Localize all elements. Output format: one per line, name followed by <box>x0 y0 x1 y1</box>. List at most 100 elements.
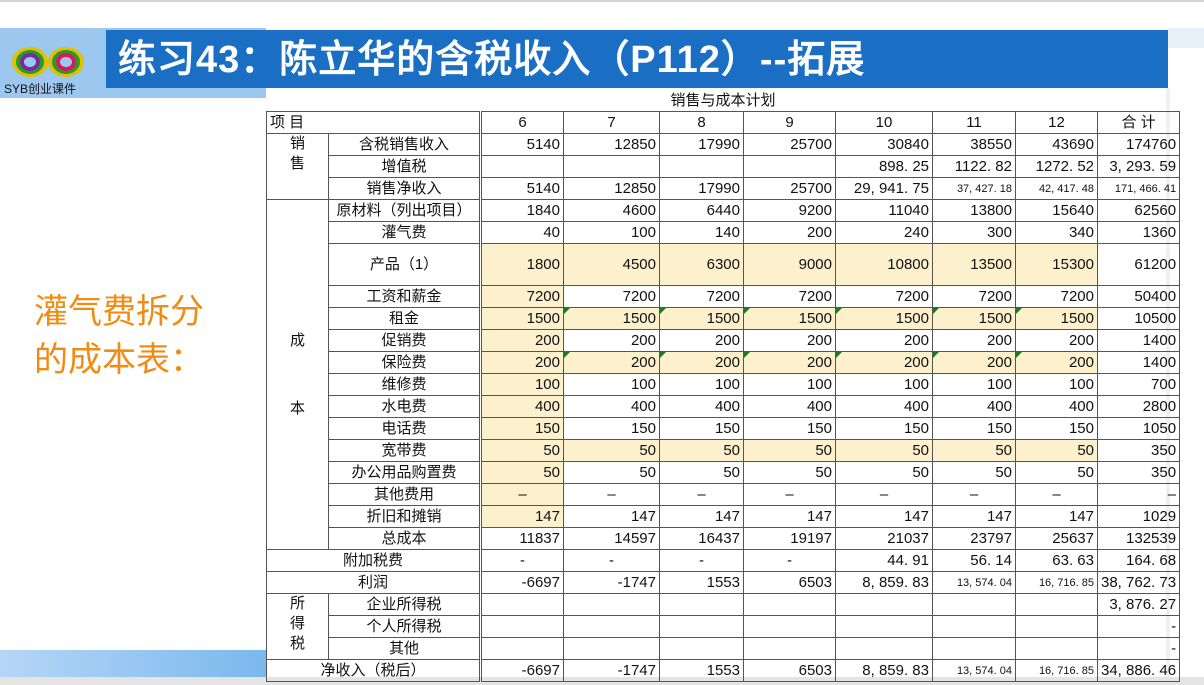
table-cell: 9200 <box>743 199 836 222</box>
table-cell: - <box>480 549 564 572</box>
table-cell: 100 <box>659 373 744 396</box>
table-cell: 300 <box>932 221 1016 244</box>
row-label: 原材料（列出项目） <box>328 199 482 222</box>
table-cell: 1500 <box>563 307 660 330</box>
table-cell: 1500 <box>480 307 564 330</box>
row-label: 促销费 <box>328 329 482 352</box>
table-cell: 400 <box>659 395 744 418</box>
table-cell: 50 <box>932 439 1016 462</box>
table-cell: 1500 <box>835 307 933 330</box>
table-row: 所得税企业所得税 3, 876. 27 <box>266 593 1181 660</box>
table-cell: 12850 <box>563 133 660 156</box>
caption-row: 销售与成本计划 <box>266 90 1180 112</box>
table-cell: 50 <box>743 461 836 484</box>
table-cell: 200 <box>1015 329 1098 352</box>
table-cell: 200 <box>659 329 744 352</box>
table-cell <box>835 615 933 638</box>
table-cell: - <box>563 549 660 572</box>
table-row: 保险费 200 200 200 200 200 200 200 1400 <box>267 351 1181 374</box>
table-cell: 50 <box>1015 461 1098 484</box>
table-cell: 164. 68 <box>1096 549 1181 572</box>
table-cell: 200 <box>932 351 1016 374</box>
table-cell: -6697 <box>480 659 564 682</box>
table-row: 利润 -6697 -1747 1553 6503 8, 859. 83 13, 574. 0… <box>266 571 1181 594</box>
table-cell: 7200 <box>480 285 564 308</box>
table-cell: 15300 <box>1015 243 1098 286</box>
table-cell: 34, 886. 46 <box>1096 659 1181 682</box>
table-cell: 171, 466. 41 <box>1096 177 1181 200</box>
category-cost: 成本 <box>266 199 329 550</box>
table-cell: – <box>743 483 836 506</box>
table-cell: 400 <box>743 395 836 418</box>
table-cell <box>1015 593 1098 616</box>
sales-cost-plan-table: 销售与成本计划项 目 6 7 8 9 10 11 12 合 计销售含税销售收入 5140 12850… <box>266 90 1181 682</box>
table-cell: 1553 <box>659 571 744 594</box>
table-cell: 350 <box>1096 439 1181 462</box>
top-border <box>0 0 1204 2</box>
row-label: 办公用品购置费 <box>328 461 482 484</box>
table-cell: 150 <box>480 417 564 440</box>
table-cell: 200 <box>1015 351 1098 374</box>
side-note-line: 的成本表： <box>34 341 204 379</box>
table-cell: 13800 <box>932 199 1016 222</box>
row-label: 保险费 <box>328 351 482 374</box>
table-cell: – <box>563 483 660 506</box>
table-cell <box>1015 637 1098 660</box>
table-cell: 1840 <box>480 199 564 222</box>
category-char: 成 <box>289 331 305 349</box>
table-cell <box>932 637 1016 660</box>
table-cell: 132539 <box>1096 527 1181 550</box>
table-cell: 6503 <box>743 571 836 594</box>
table-cell: 147 <box>743 505 836 528</box>
page-title: 练习43：陈立华的含税收入（P112）--拓展 <box>106 30 1168 88</box>
table-cell: 50 <box>659 439 744 462</box>
table-cell: 13500 <box>932 243 1016 286</box>
table-cell: 7200 <box>743 285 836 308</box>
table-cell: 15640 <box>1015 199 1098 222</box>
table-cell: 350 <box>1096 461 1181 484</box>
table-cell: 147 <box>563 505 660 528</box>
table-cell: 200 <box>480 351 564 374</box>
table-cell: 50 <box>835 461 933 484</box>
row-label: 水电费 <box>328 395 482 418</box>
table-cell: 1500 <box>659 307 744 330</box>
column-header: 6 <box>480 111 564 134</box>
row-label: 总成本 <box>328 527 482 550</box>
table-cell: 7200 <box>659 285 744 308</box>
table-cell: 150 <box>1015 417 1098 440</box>
table-cell: 16437 <box>659 527 744 550</box>
column-header: 8 <box>659 111 744 134</box>
table-row: 电话费 150 150 150 150 150 150 150 1050 <box>267 417 1181 440</box>
row-label: 附加税费 <box>266 549 482 572</box>
category-char: 得 <box>289 615 305 632</box>
table-cell <box>835 637 933 660</box>
table-cell: 10500 <box>1096 307 1181 330</box>
table-cell: 25700 <box>743 177 836 200</box>
table-cell: 5140 <box>480 177 564 200</box>
table-cell: 7200 <box>1015 285 1098 308</box>
table-cell: 56. 14 <box>932 549 1016 572</box>
table-cell: 200 <box>743 351 836 374</box>
table-row: 促销费 200 200 200 200 200 200 200 1400 <box>267 329 1181 352</box>
table-cell: 200 <box>563 351 660 374</box>
column-header: 12 <box>1015 111 1098 134</box>
table-cell <box>659 155 744 178</box>
category-char: 所 <box>289 595 305 612</box>
row-label: 宽带费 <box>328 439 482 462</box>
table-cell: 100 <box>835 373 933 396</box>
column-header: 10 <box>835 111 933 134</box>
row-label: 工资和薪金 <box>328 285 482 308</box>
side-note: 灌气费拆分 的成本表： <box>34 288 264 384</box>
table-cell <box>563 615 660 638</box>
table-cell: 3, 876. 27 <box>1096 593 1181 616</box>
table-cell: 200 <box>743 329 836 352</box>
table-row: 个人所得税 - <box>267 615 1181 638</box>
table-cell: 147 <box>932 505 1016 528</box>
table-row: 成本原材料（列出项目） 1840 4600 6440 9200 11040 13800 156… <box>266 199 1181 550</box>
table-cell: 7200 <box>835 285 933 308</box>
table-cell: 62560 <box>1096 199 1181 222</box>
table-cell: 42, 417. 48 <box>1015 177 1098 200</box>
table-cell: 16, 716. 85 <box>1015 659 1098 682</box>
table-cell: 12850 <box>563 177 660 200</box>
table-cell: 5140 <box>480 133 564 156</box>
